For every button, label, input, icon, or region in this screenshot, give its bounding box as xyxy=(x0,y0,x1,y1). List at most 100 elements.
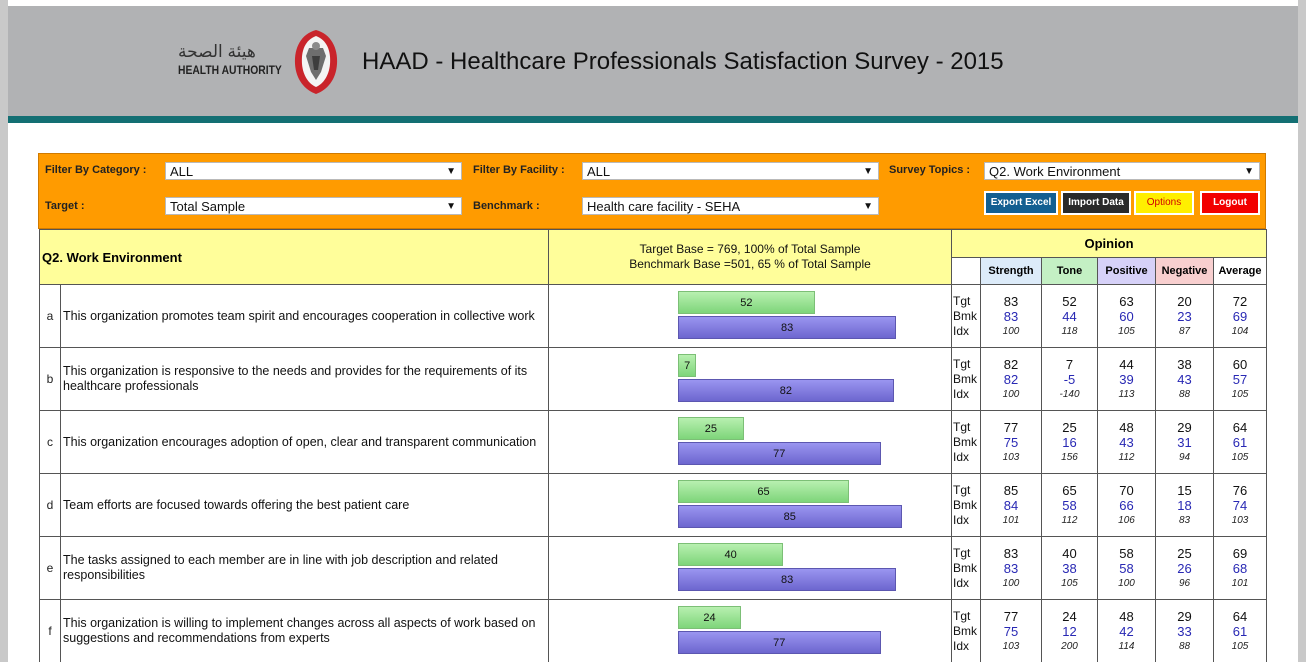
cell-negative: 20 23 87 xyxy=(1155,284,1214,348)
idx-value: 112 xyxy=(1118,451,1135,463)
export-excel-button[interactable]: Export Excel xyxy=(984,191,1058,215)
survey-topics-select[interactable]: Q2. Work Environment ▼ xyxy=(984,162,1260,180)
bmk-value: 38 xyxy=(1062,560,1077,576)
idx-value: 105 xyxy=(1061,577,1078,589)
col-tone-header: Tone xyxy=(1041,257,1098,285)
row-statement: This organization is willing to implemen… xyxy=(60,599,549,662)
bmk-value: 75 xyxy=(1003,623,1019,639)
cell-negative: 15 18 83 xyxy=(1155,473,1214,537)
survey-topics-label: Survey Topics : xyxy=(889,164,971,176)
window-frame-left xyxy=(0,0,8,662)
tgt-value: 83 xyxy=(1003,545,1019,561)
bmk-value: 23 xyxy=(1177,308,1192,324)
tgt-value: 85 xyxy=(1003,482,1019,498)
results-table: Q2. Work Environment Target Base = 769, … xyxy=(39,229,1268,662)
row-letter: d xyxy=(39,473,61,537)
chevron-down-icon: ▼ xyxy=(1244,166,1254,177)
row-letter: e xyxy=(39,536,61,600)
target-bar: 25 xyxy=(678,417,744,440)
row-bar-chart: 24 77 xyxy=(548,599,952,662)
idx-value: 105 xyxy=(1231,451,1249,463)
idx-value: 88 xyxy=(1178,640,1191,652)
cell-positive: 63 60 105 xyxy=(1097,284,1156,348)
tgt-value: 24 xyxy=(1062,608,1077,624)
cell-average: 64 61 105 xyxy=(1212,599,1268,662)
tgt-value: 48 xyxy=(1119,608,1134,624)
idx-value: 100 xyxy=(1002,325,1020,337)
cell-tone: 40 38 105 xyxy=(1041,536,1098,600)
cell-strength: 77 75 103 xyxy=(980,410,1042,474)
benchmark-bar: 77 xyxy=(678,631,881,654)
chevron-down-icon: ▼ xyxy=(446,201,456,212)
target-bar: 24 xyxy=(678,606,742,629)
target-select[interactable]: Total Sample ▼ xyxy=(165,197,462,215)
bmk-value: 33 xyxy=(1177,623,1192,639)
row-bar-chart: 65 85 xyxy=(548,473,952,537)
bmk-label: Bmk xyxy=(953,497,977,512)
filter-facility-label: Filter By Facility : xyxy=(473,164,565,176)
bmk-value: 39 xyxy=(1119,371,1134,387)
options-button[interactable]: Options xyxy=(1134,191,1194,215)
cell-strength: 85 84 101 xyxy=(980,473,1042,537)
row-series-labels: Tgt Bmk Idx xyxy=(951,536,981,600)
idx-value: 200 xyxy=(1061,640,1078,652)
filter-facility-select[interactable]: ALL ▼ xyxy=(582,162,879,180)
filter-category-select[interactable]: ALL ▼ xyxy=(165,162,462,180)
window-frame-right xyxy=(1298,0,1306,662)
row-series-labels: Tgt Bmk Idx xyxy=(951,284,981,348)
tgt-value: 64 xyxy=(1232,608,1248,624)
bmk-label: Bmk xyxy=(953,623,977,638)
row-statement: This organization is responsive to the n… xyxy=(60,347,549,411)
idx-value: 101 xyxy=(1231,577,1249,589)
cell-negative: 38 43 88 xyxy=(1155,347,1214,411)
import-data-button[interactable]: Import Data xyxy=(1061,191,1131,215)
cell-average: 69 68 101 xyxy=(1212,536,1268,600)
benchmark-value: Health care facility - SEHA xyxy=(587,199,741,214)
row-statement: This organization encourages adoption of… xyxy=(60,410,549,474)
logout-button[interactable]: Logout xyxy=(1200,191,1260,215)
falcon-emblem-icon xyxy=(294,30,338,94)
benchmark-base-text: Benchmark Base =501, 65 % of Total Sampl… xyxy=(629,257,871,271)
idx-value: 94 xyxy=(1178,451,1191,463)
target-bar: 65 xyxy=(678,480,849,503)
bmk-label: Bmk xyxy=(953,371,977,386)
bmk-value: 68 xyxy=(1232,560,1248,576)
row-bar-chart: 52 83 xyxy=(548,284,952,348)
idx-value: 100 xyxy=(1002,388,1020,400)
tgt-label: Tgt xyxy=(953,419,971,434)
tgt-value: 77 xyxy=(1003,419,1019,435)
benchmark-bar: 77 xyxy=(678,442,881,465)
cell-strength: 83 83 100 xyxy=(980,536,1042,600)
chevron-down-icon: ▼ xyxy=(446,166,456,177)
survey-topics-value: Q2. Work Environment xyxy=(989,164,1121,179)
chevron-down-icon: ▼ xyxy=(863,201,873,212)
benchmark-select[interactable]: Health care facility - SEHA ▼ xyxy=(582,197,879,215)
idx-value: 103 xyxy=(1002,451,1020,463)
page-title: HAAD - Healthcare Professionals Satisfac… xyxy=(362,48,1004,75)
bmk-value: 60 xyxy=(1119,308,1134,324)
idx-value: 105 xyxy=(1231,388,1249,400)
bmk-value: 43 xyxy=(1177,371,1192,387)
bmk-value: 69 xyxy=(1232,308,1248,324)
logo-arabic-text: هيئة الصحة xyxy=(178,42,256,61)
cell-strength: 77 75 103 xyxy=(980,599,1042,662)
row-statement: This organization promotes team spirit a… xyxy=(60,284,549,348)
target-bar: 40 xyxy=(678,543,784,566)
cell-tone: 24 12 200 xyxy=(1041,599,1098,662)
idx-value: 118 xyxy=(1061,325,1078,337)
cell-negative: 29 31 94 xyxy=(1155,410,1214,474)
row-letter: f xyxy=(39,599,61,662)
bmk-value: 31 xyxy=(1177,434,1192,450)
cell-positive: 70 66 106 xyxy=(1097,473,1156,537)
tgt-value: 63 xyxy=(1119,293,1134,309)
tgt-value: 44 xyxy=(1119,356,1134,372)
col-negative-header: Negative xyxy=(1155,257,1214,285)
filter-facility-value: ALL xyxy=(587,164,611,179)
cell-tone: 65 58 112 xyxy=(1041,473,1098,537)
tgt-value: 40 xyxy=(1062,545,1077,561)
cell-average: 76 74 103 xyxy=(1212,473,1268,537)
cell-positive: 44 39 113 xyxy=(1097,347,1156,411)
row-label-header xyxy=(951,257,981,285)
table-row: c This organization encourages adoption o… xyxy=(39,410,1268,474)
target-label: Target : xyxy=(45,200,85,212)
